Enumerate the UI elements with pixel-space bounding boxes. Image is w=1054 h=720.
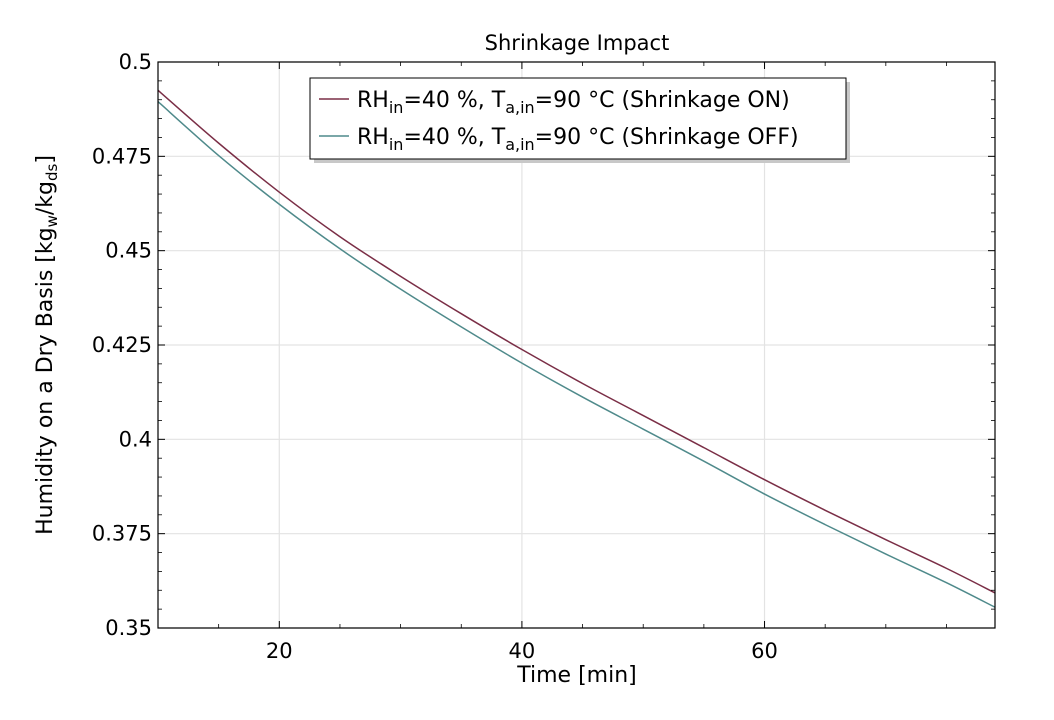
y-tick-label: 0.4 [119,427,152,451]
y-tick-label: 0.475 [92,144,152,168]
y-axis-title-end: ] [33,155,58,164]
x-tick-label: 20 [266,639,293,663]
legend-label-shrinkage-on: RHin=40 %, Ta,in=90 °C (Shrinkage ON) [357,88,790,117]
series-lines [157,89,996,608]
series-line-shrinkage-off [157,101,996,608]
y-axis-title-main: Humidity on a Dry Basis [kg [33,227,58,535]
legend-box [309,77,847,160]
legend-label-shrinkage-off: RHin=40 %, Ta,in=90 °C (Shrinkage OFF) [357,125,799,154]
legend: RHin=40 %, Ta,in=90 °C (Shrinkage ON) RH… [309,77,850,163]
y-axis-title-sub-w: w [43,215,61,227]
y-tick-label: 0.375 [92,522,152,546]
axis-ticks: 0.35 0.375 0.4 0.425 0.45 0.475 0.5 20 40 60 [92,50,995,663]
y-axis-title: Humidity on a Dry Basis [kgw/kgds] [33,155,61,535]
x-tick-label: 60 [751,639,778,663]
x-tick-label: 40 [509,639,536,663]
chart-title: Shrinkage Impact [485,31,670,55]
y-tick-label: 0.5 [119,50,152,74]
y-axis-title-mid: /kg [33,181,58,215]
y-tick-label: 0.35 [105,616,152,640]
y-tick-label: 0.425 [92,333,152,357]
x-axis-title: Time [min] [516,663,637,688]
y-axis-title-sub-ds: ds [43,163,61,181]
y-tick-label: 0.45 [105,239,152,263]
series-line-shrinkage-on [157,89,996,594]
